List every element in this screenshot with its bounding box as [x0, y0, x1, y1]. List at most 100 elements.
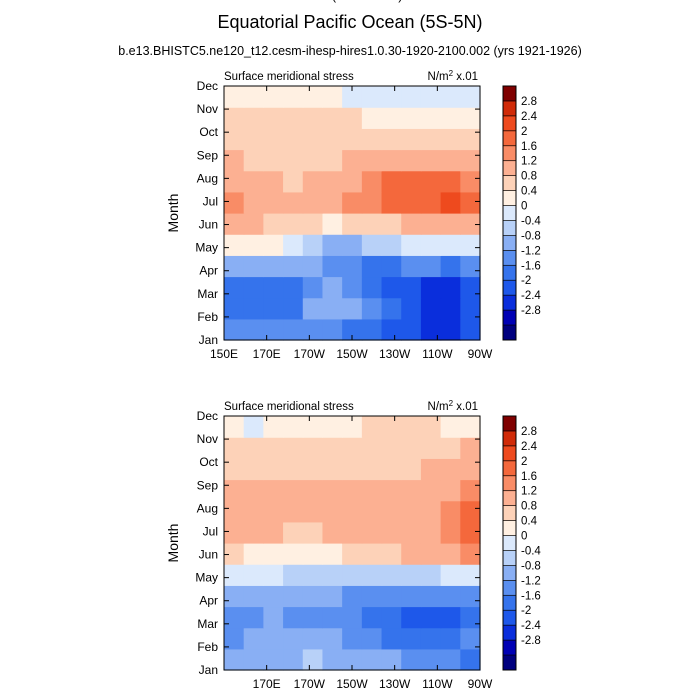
heatmap-cell [322, 416, 343, 438]
heatmap-cell [224, 318, 245, 341]
heatmap-cell [322, 128, 343, 151]
y-tick-label: Jan [199, 333, 218, 347]
heatmap-cell [342, 458, 363, 481]
heatmap-cell [440, 128, 461, 151]
x-tick-label: 150W [336, 677, 368, 691]
heatmap-cell [401, 213, 422, 235]
heatmap-cell [322, 213, 343, 235]
heatmap-cell [224, 297, 245, 320]
y-tick-label: Aug [197, 501, 218, 515]
colorbar-box [503, 280, 516, 296]
heatmap-cell [224, 191, 245, 214]
heatmap-cell [224, 648, 245, 671]
x-tick-label: 90W [468, 347, 493, 361]
heatmap-cell [283, 437, 304, 459]
heatmap-cell [381, 318, 402, 341]
heatmap-cell [302, 479, 324, 502]
heatmap-cell [381, 458, 402, 481]
heatmap-cell [243, 543, 264, 565]
heatmap-cell [381, 648, 402, 671]
heatmap-cell [381, 191, 402, 214]
heatmap-cell [460, 128, 481, 151]
x-tick-label: 90W [468, 677, 493, 691]
colorbar-label: -1.6 [521, 260, 541, 272]
heatmap-cell [460, 521, 481, 544]
heatmap-cell [283, 255, 304, 278]
heatmap-cell [224, 606, 245, 629]
heatmap-cell [460, 107, 481, 129]
heatmap-cell [381, 255, 402, 278]
heatmap-cell [283, 297, 304, 320]
heatmap-cell [420, 479, 442, 502]
heatmap-cell [460, 437, 481, 459]
x-tick-label: 170E [253, 677, 281, 691]
colorbar-box [503, 490, 516, 507]
heatmap-cell [224, 479, 245, 502]
y-tick-label: Nov [197, 432, 218, 446]
heatmap-cell [243, 648, 264, 671]
heatmap-cell [361, 606, 383, 629]
heatmap-cell [243, 255, 264, 278]
heatmap-cell [263, 255, 284, 278]
heatmap-cell [283, 318, 304, 341]
heatmap-cell [361, 500, 383, 523]
heatmap-cell [440, 318, 461, 341]
heatmap-cell [420, 107, 442, 129]
heatmap-cell [361, 648, 383, 671]
heatmap-cell [342, 437, 363, 459]
heatmap-cell [440, 543, 461, 565]
heatmap-cell [283, 543, 304, 565]
heatmap-cell [361, 86, 383, 108]
heatmap-cell [460, 86, 481, 108]
y-tick-label: Jun [199, 218, 218, 232]
heatmap-cell [224, 213, 245, 235]
heatmap-cell [283, 500, 304, 523]
heatmap-cell [263, 234, 284, 256]
heatmap-cell [381, 149, 402, 172]
heatmap-cell [342, 500, 363, 523]
y-axis-label: Month [165, 194, 181, 233]
x-tick-label: 150E [210, 347, 238, 361]
x-tick-label: 130W [379, 347, 411, 361]
heatmap-cell [420, 416, 442, 438]
heatmap-cell [302, 234, 324, 256]
colorbar-label: 2.8 [521, 96, 537, 108]
heatmap-cell [243, 437, 264, 459]
heatmap-cell [381, 500, 402, 523]
units-label: N/m2 x.01 [428, 69, 478, 84]
y-axis-label: Month [165, 524, 181, 563]
heatmap-cell [381, 170, 402, 193]
heatmap-cell [322, 564, 343, 586]
heatmap-cell [401, 500, 422, 523]
y-tick-label: Aug [197, 171, 218, 185]
colorbar-label: -0.8 [521, 230, 541, 242]
heatmap-cell [263, 521, 284, 544]
heatmap-cell [283, 479, 304, 502]
heatmap-cell [243, 606, 264, 629]
heatmap-cell [224, 585, 245, 608]
heatmap-cell [263, 437, 284, 459]
heatmap-cell [243, 585, 264, 608]
colorbar-label: -1.6 [521, 590, 541, 602]
colorbar-box [503, 250, 516, 266]
heatmap-cell [440, 500, 461, 523]
heatmap-cell [263, 318, 284, 341]
heatmap-cell [322, 191, 343, 214]
heatmap-cell [420, 86, 442, 108]
colorbar-box [503, 505, 516, 521]
heatmap-cell [420, 606, 442, 629]
heatmap-cell [243, 416, 264, 438]
colorbar-label: -2.8 [521, 305, 541, 317]
y-tick-label: Nov [197, 102, 218, 116]
heatmap-cell [381, 627, 402, 650]
heatmap-cell [263, 648, 284, 671]
heatmap-cell [283, 128, 304, 151]
heatmap-cell [460, 458, 481, 481]
heatmap-cell [361, 437, 383, 459]
colorbar-label: -2 [521, 605, 531, 617]
heatmap-cell [381, 543, 402, 565]
heatmap-cell [342, 479, 363, 502]
heatmap-cell [342, 585, 363, 608]
heatmap-cell [263, 297, 284, 320]
